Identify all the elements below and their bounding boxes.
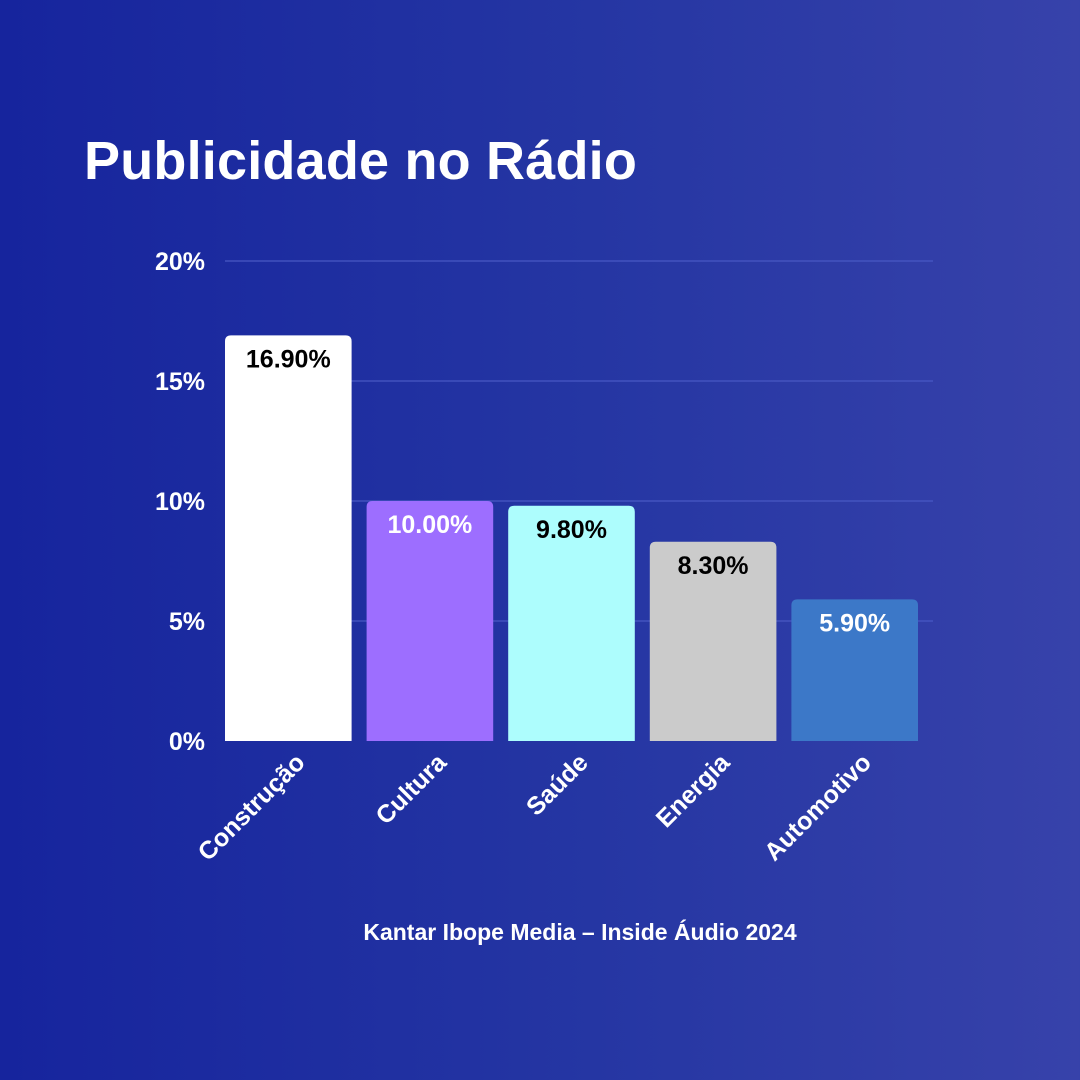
bar [366,501,494,741]
x-tick-label: Cultura [370,748,452,830]
source-note: Kantar Ibope Media – Inside Áudio 2024 [363,919,797,945]
x-tick-label: Automotivo [759,748,877,866]
bar-value-label: 8.30% [678,552,749,580]
bar-value-label: 10.00% [388,511,473,539]
bar-value-label: 5.90% [819,609,890,637]
x-axis-tick-labels: Construção Cultura Saúde Energia Automotivo [193,748,877,867]
bars: 16.90% 10.00% 9.80% 8.30% 5.90% [225,335,918,741]
chart-title: Publicidade no Rádio [84,131,638,191]
y-axis-tick-labels: 0% 5% 10% 15% 20% [155,248,205,756]
bar [649,541,777,741]
x-tick-label: Saúde [521,748,594,821]
x-tick-label: Energia [651,748,736,833]
bar-value-label: 9.80% [536,516,607,544]
y-tick-label: 10% [155,488,205,516]
x-tick-label: Construção [193,748,311,866]
bar [508,505,635,741]
bar-value-label: 16.90% [246,345,331,373]
y-tick-label: 20% [155,248,205,276]
bar [225,335,352,741]
bar [791,599,918,741]
y-tick-label: 0% [169,728,205,756]
y-tick-label: 5% [169,608,205,636]
y-tick-label: 15% [155,368,205,396]
